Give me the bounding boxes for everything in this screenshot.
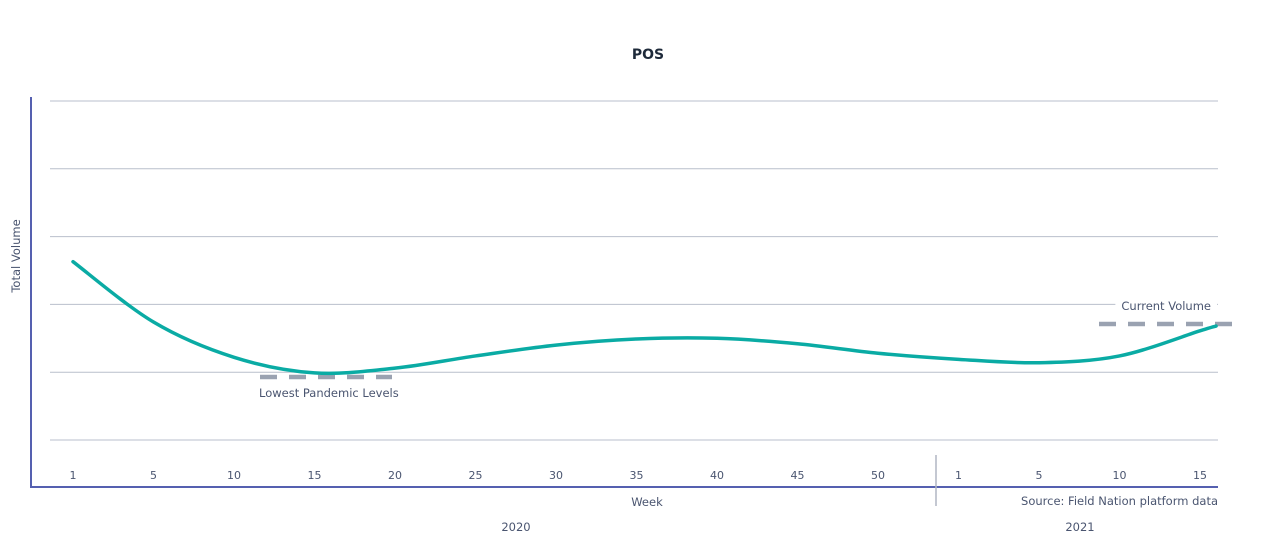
x-tick-label: 15 — [1193, 469, 1207, 482]
series-line — [71, 259, 1218, 376]
annotation-current-label: Current Volume — [1121, 299, 1211, 313]
annotation-lowest-label: Lowest Pandemic Levels — [259, 386, 399, 400]
x-tick-label: 10 — [1113, 469, 1127, 482]
x-tick-label: 50 — [871, 469, 885, 482]
source-note: Source: Field Nation platform data — [1021, 494, 1218, 508]
x-tick-label: 10 — [227, 469, 241, 482]
x-tick-label: 5 — [1036, 469, 1043, 482]
gridlines — [50, 100, 1218, 441]
year-label-2020: 2020 — [501, 520, 530, 534]
x-tick-label: 25 — [469, 469, 483, 482]
x-tick-label: 20 — [388, 469, 402, 482]
x-tick-label: 30 — [549, 469, 563, 482]
year-label-2021: 2021 — [1065, 520, 1094, 534]
x-tick-label: 45 — [791, 469, 805, 482]
annotation-label-background — [1115, 299, 1217, 314]
chart-title: POS — [632, 47, 664, 63]
x-tick-label: 1 — [70, 469, 77, 482]
y-axis-label: Total Volume — [9, 219, 23, 293]
x-tick-label: 5 — [150, 469, 157, 482]
x-tick-label: 1 — [955, 469, 962, 482]
x-tick-label: 15 — [308, 469, 322, 482]
x-tick-label: 40 — [710, 469, 724, 482]
x-tick-label: 35 — [630, 469, 644, 482]
x-axis-label: Week — [631, 495, 663, 509]
